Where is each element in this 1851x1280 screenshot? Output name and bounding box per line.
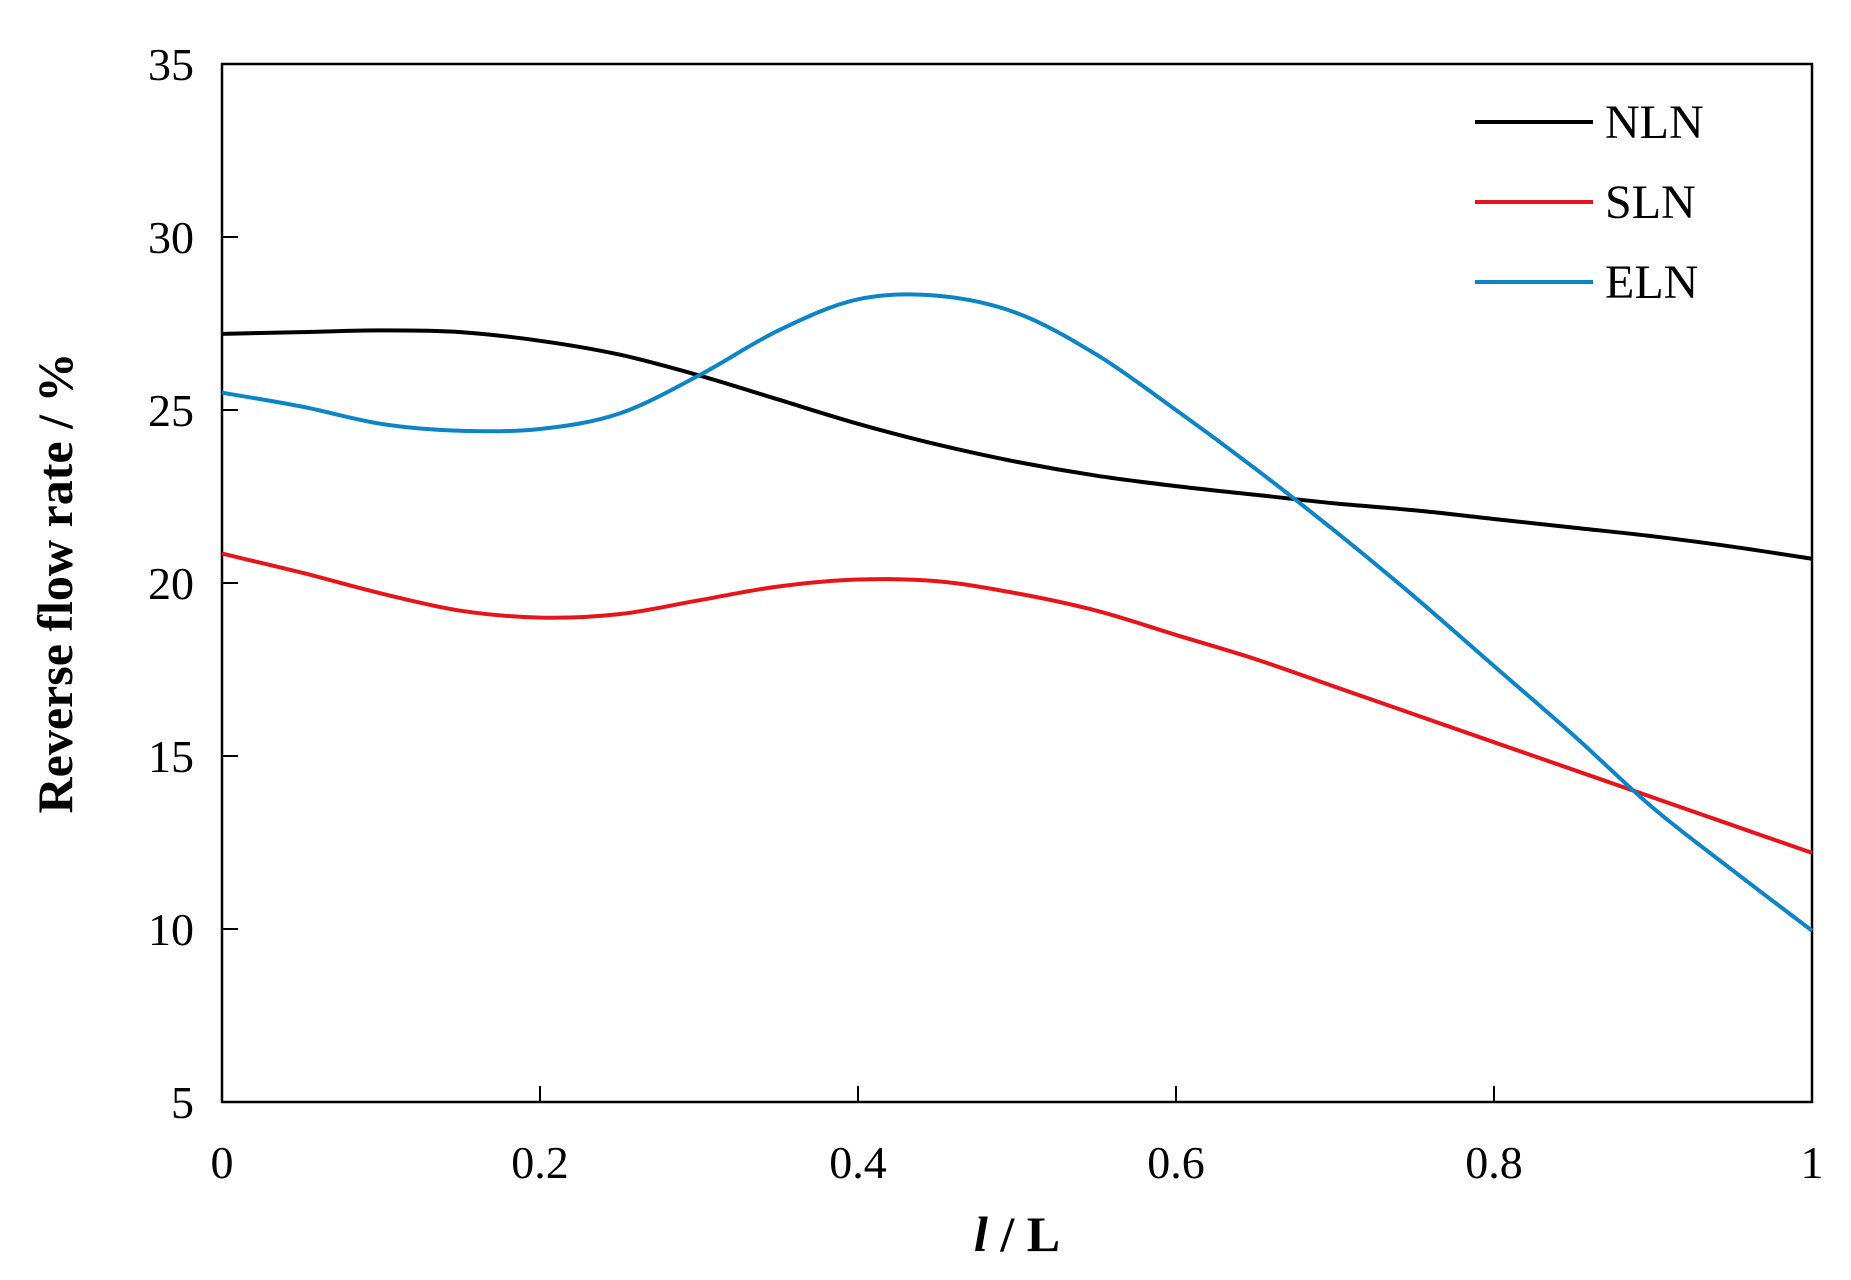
y-tick-label: 25	[148, 385, 194, 436]
series-line-nln	[221, 328, 1813, 561]
x-tick-label: 1	[1801, 1137, 1824, 1188]
legend-label-nln: NLN	[1605, 96, 1704, 149]
x-axis-title-rest: / L	[988, 1206, 1060, 1262]
y-axis-title: Reverse flow rate / %	[27, 353, 83, 814]
y-tick-label: 10	[148, 904, 194, 955]
x-tick-label: 0.6	[1147, 1137, 1205, 1188]
series-line-sln	[221, 551, 1813, 855]
legend: NLN SLN ELN	[1475, 96, 1704, 309]
x-axis-title-italic: l	[974, 1206, 988, 1262]
x-tick-label: 0.4	[829, 1137, 887, 1188]
legend-label-sln: SLN	[1605, 176, 1696, 229]
y-tick-label: 5	[171, 1077, 194, 1128]
series-layer	[221, 292, 1814, 933]
legend-label-eln: ELN	[1605, 256, 1698, 309]
y-tick-label: 30	[148, 212, 194, 263]
x-axis-title: l / L	[974, 1206, 1060, 1262]
y-tick-label: 20	[148, 558, 194, 609]
y-tick-label: 35	[148, 39, 194, 90]
x-tick-label: 0.8	[1465, 1137, 1523, 1188]
series-line-eln	[221, 292, 1814, 933]
x-tick-label: 0.2	[511, 1137, 569, 1188]
x-tick-label: 0	[211, 1137, 234, 1188]
plot-area	[220, 62, 1814, 1104]
y-tick-label: 15	[148, 731, 194, 782]
